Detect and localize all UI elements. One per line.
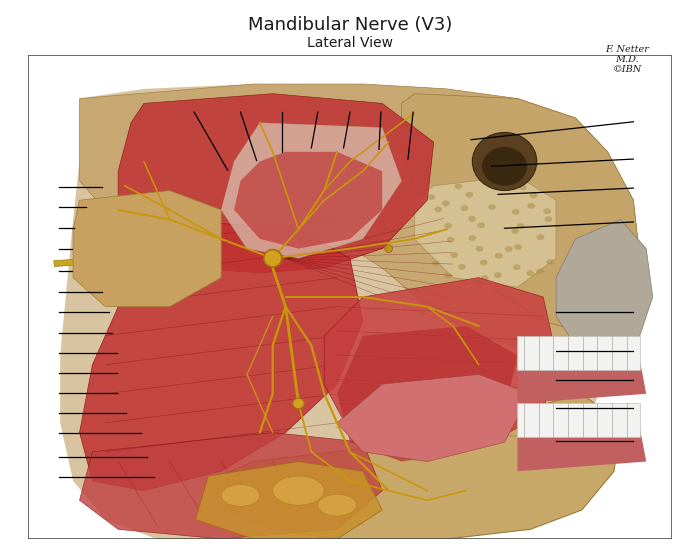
Ellipse shape (273, 476, 324, 505)
Polygon shape (80, 219, 363, 491)
Circle shape (545, 216, 552, 222)
Polygon shape (337, 326, 517, 461)
Ellipse shape (293, 398, 304, 409)
Circle shape (468, 235, 476, 241)
Circle shape (432, 260, 440, 266)
Circle shape (514, 244, 522, 250)
Ellipse shape (75, 244, 110, 283)
Circle shape (466, 192, 473, 197)
Polygon shape (80, 432, 382, 539)
Circle shape (519, 184, 526, 190)
Circle shape (475, 246, 483, 252)
Polygon shape (414, 176, 556, 287)
Circle shape (505, 246, 512, 252)
Ellipse shape (264, 250, 281, 267)
Bar (517, 404, 640, 437)
Circle shape (512, 209, 519, 215)
Circle shape (494, 272, 502, 278)
Polygon shape (234, 152, 382, 249)
Circle shape (481, 275, 489, 281)
Polygon shape (324, 278, 556, 452)
Circle shape (547, 259, 554, 265)
Ellipse shape (473, 133, 537, 190)
Circle shape (475, 279, 483, 285)
Circle shape (488, 204, 496, 210)
Polygon shape (195, 461, 382, 539)
Circle shape (447, 237, 454, 243)
Bar (54, 258, 93, 267)
Polygon shape (60, 84, 640, 549)
Ellipse shape (592, 340, 636, 370)
Circle shape (477, 222, 485, 228)
Circle shape (480, 260, 488, 266)
Polygon shape (517, 360, 646, 404)
Polygon shape (337, 375, 531, 461)
Text: Mandibular Nerve (V3): Mandibular Nerve (V3) (248, 16, 452, 35)
Polygon shape (209, 394, 620, 539)
Polygon shape (80, 84, 640, 355)
Circle shape (442, 200, 449, 206)
Ellipse shape (385, 245, 393, 252)
Polygon shape (402, 94, 640, 336)
Text: F. Netter
M.D.
©IBN: F. Netter M.D. ©IBN (605, 45, 649, 74)
Circle shape (461, 205, 468, 211)
Circle shape (517, 223, 524, 229)
Bar (517, 336, 640, 370)
Polygon shape (517, 428, 646, 471)
Text: Lateral View: Lateral View (307, 36, 393, 50)
Ellipse shape (83, 251, 102, 275)
Circle shape (513, 265, 521, 270)
Circle shape (450, 252, 458, 258)
Circle shape (458, 264, 466, 270)
Circle shape (444, 273, 452, 279)
Circle shape (468, 216, 476, 222)
Ellipse shape (318, 494, 356, 516)
Polygon shape (118, 94, 434, 273)
Polygon shape (221, 123, 402, 258)
Polygon shape (556, 219, 652, 355)
Circle shape (428, 194, 435, 200)
Circle shape (543, 208, 551, 214)
Circle shape (434, 206, 442, 212)
Ellipse shape (482, 147, 527, 186)
Circle shape (444, 223, 452, 229)
Polygon shape (73, 190, 221, 307)
Circle shape (530, 192, 538, 198)
Circle shape (454, 184, 462, 189)
Ellipse shape (221, 485, 260, 507)
Circle shape (504, 183, 512, 189)
Circle shape (511, 228, 519, 234)
Circle shape (527, 203, 536, 209)
Circle shape (537, 234, 545, 240)
Circle shape (526, 271, 534, 276)
Circle shape (536, 268, 544, 274)
Circle shape (495, 253, 503, 258)
